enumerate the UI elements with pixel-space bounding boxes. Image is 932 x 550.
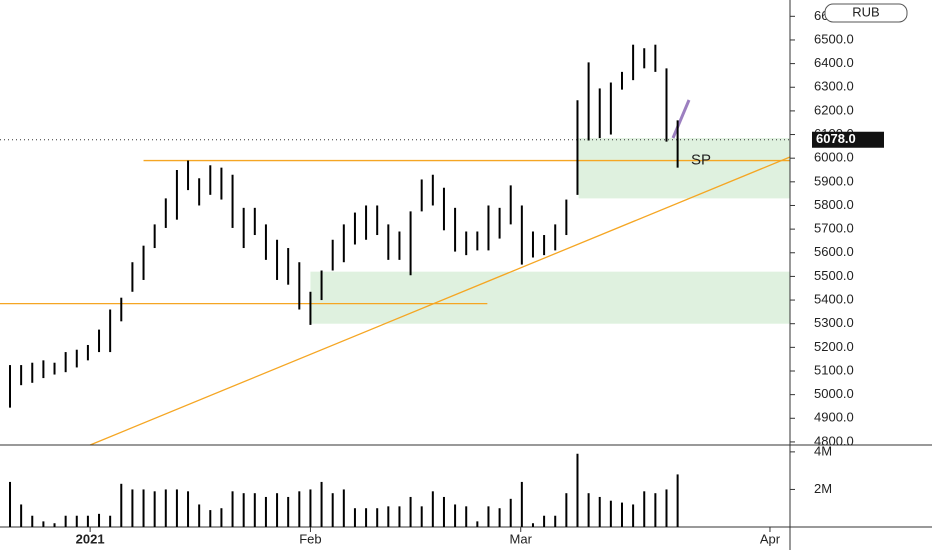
volume-bar [454, 504, 457, 527]
y-tick-label: 5000.0 [814, 386, 854, 401]
currency-label: RUB [852, 4, 879, 19]
volume-bar [531, 523, 534, 527]
y-tick-label: 6500.0 [814, 31, 854, 46]
volume-bar [365, 508, 368, 527]
y-tick-label: 6000.0 [814, 150, 854, 165]
volume-bar [598, 496, 601, 527]
volume-bar [31, 515, 34, 527]
volume-bar [576, 453, 579, 527]
volume-bar [587, 493, 590, 527]
volume-bar [487, 506, 490, 527]
y-tick-label: 5600.0 [814, 244, 854, 259]
volume-bar [543, 515, 546, 527]
volume-bar [654, 493, 657, 527]
volume-bar [620, 502, 623, 527]
volume-bar [142, 489, 145, 527]
volume-bar [520, 481, 523, 527]
annotation: SP [691, 152, 711, 169]
volume-bar [298, 491, 301, 527]
volume-bar [220, 508, 223, 527]
volume-bar [431, 491, 434, 527]
volume-bar [276, 493, 279, 527]
volume-bar [109, 515, 112, 527]
volume-bar [509, 498, 512, 527]
volume-bar [465, 506, 468, 527]
volume-bar [665, 489, 668, 527]
volume-bar [20, 504, 23, 527]
y2-tick-label: 4M [814, 443, 832, 458]
x-tick-label: Mar [510, 531, 533, 546]
volume-bar [75, 515, 78, 527]
volume-bar [376, 508, 379, 527]
volume-bar [609, 500, 612, 527]
volume-bar [86, 515, 89, 527]
y-tick-label: 5100.0 [814, 362, 854, 377]
volume-bar [198, 504, 201, 527]
volume-bar [409, 496, 412, 527]
volume-bar [253, 493, 256, 527]
volume-bar [632, 504, 635, 527]
volume-bar [42, 521, 45, 527]
zone [578, 138, 790, 199]
volume-bar [164, 489, 167, 527]
y-tick-label: 6400.0 [814, 55, 854, 70]
y-tick-label: 5300.0 [814, 315, 854, 330]
volume-bar [53, 523, 56, 527]
volume-bar [476, 521, 479, 527]
zone [310, 271, 790, 324]
drawing-stroke [671, 99, 691, 139]
volume-bar [153, 491, 156, 527]
volume-bar [209, 510, 212, 527]
volume-bar [320, 481, 323, 527]
currency-badge [824, 3, 908, 23]
volume-bar [231, 491, 234, 527]
volume-bar [676, 474, 679, 527]
y-tick-label: 4800.0 [814, 433, 854, 448]
volume-bar [309, 489, 312, 527]
volume-bar [331, 493, 334, 527]
last-price-label: 6078.0 [816, 131, 856, 146]
y-tick-label: 5500.0 [814, 268, 854, 283]
volume-bar [64, 515, 67, 527]
y-tick-label: 4900.0 [814, 410, 854, 425]
volume-bar [498, 508, 501, 527]
volume-bar [353, 508, 356, 527]
y-tick-label: 6200.0 [814, 102, 854, 117]
y-tick-label: 5800.0 [814, 197, 854, 212]
y-tick-label: 6300.0 [814, 79, 854, 94]
y-tick-label: 5900.0 [814, 173, 854, 188]
volume-bar [175, 489, 178, 527]
volume-bar [387, 506, 390, 527]
x-tick-label: Apr [760, 531, 781, 546]
last-price-box [812, 131, 884, 148]
volume-bar [287, 496, 290, 527]
y-tick-label: 5700.0 [814, 221, 854, 236]
y2-tick-label: 2M [814, 481, 832, 496]
volume-bar [420, 506, 423, 527]
x-tick-label: 2021 [76, 531, 105, 546]
volume-bar [187, 491, 190, 527]
volume-bar [242, 493, 245, 527]
volume-bar [9, 481, 12, 527]
volume-bar [98, 513, 101, 527]
volume-bar [643, 491, 646, 527]
volume-bar [398, 506, 401, 527]
volume-bar [342, 489, 345, 527]
y-tick-label: 5200.0 [814, 339, 854, 354]
y-tick-label: 5400.0 [814, 291, 854, 306]
volume-bar [264, 496, 267, 527]
volume-bar [565, 493, 568, 527]
trendline [89, 156, 791, 446]
volume-bar [120, 483, 123, 527]
volume-bar [131, 489, 134, 527]
x-tick-label: Feb [299, 531, 321, 546]
volume-bar [554, 515, 557, 527]
volume-bar [442, 496, 445, 527]
